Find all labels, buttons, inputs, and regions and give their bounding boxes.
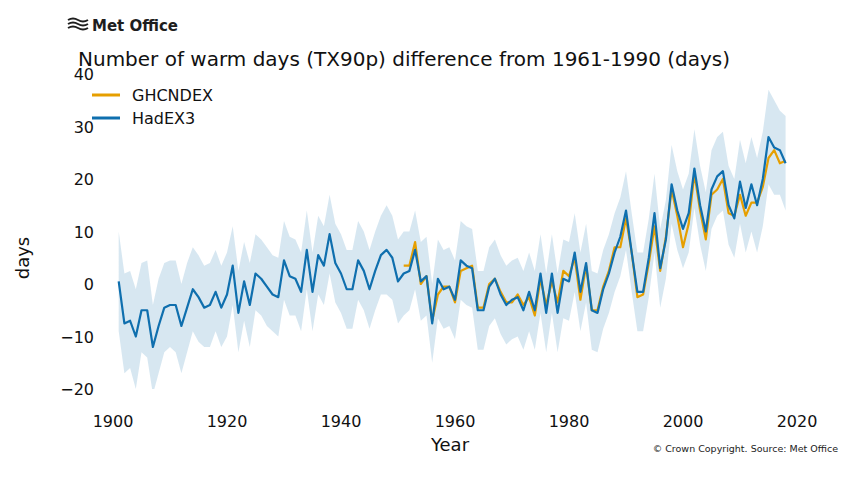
- x-tick-label: 1960: [435, 412, 476, 431]
- y-tick-label: 0: [84, 275, 94, 294]
- x-tick-label: 2000: [663, 412, 704, 431]
- y-tick-label: −20: [60, 380, 94, 399]
- plot-area: [119, 90, 786, 389]
- y-axis-label: days: [12, 237, 33, 280]
- x-tick-label: 1920: [207, 412, 248, 431]
- x-tick-label: 1940: [321, 412, 362, 431]
- y-tick-label: −10: [60, 328, 94, 347]
- x-tick-label: 1900: [93, 412, 134, 431]
- chart: Met Office Number of warm days (TX90p) di…: [0, 0, 852, 482]
- legend-swatch: [92, 94, 120, 97]
- logo-wave: [68, 23, 88, 26]
- series-line: [119, 137, 786, 347]
- logo: Met Office: [68, 17, 178, 35]
- y-tick-label: 20: [74, 170, 94, 189]
- series-line: [404, 150, 786, 321]
- uncertainty-band: [119, 90, 786, 389]
- source-note: © Crown Copyright. Source: Met Office: [653, 443, 838, 454]
- title: Number of warm days (TX90p) difference f…: [78, 47, 730, 71]
- x-axis-label: Year: [430, 434, 470, 455]
- logo-wave: [68, 19, 88, 22]
- y-tick-label: 40: [74, 65, 94, 84]
- y-tick-label: 30: [74, 118, 94, 137]
- x-tick-label: 2020: [777, 412, 818, 431]
- legend: GHCNDEX HadEX3: [92, 86, 213, 128]
- x-tick-label: 1980: [549, 412, 590, 431]
- y-tick-label: 10: [74, 223, 94, 242]
- legend-label: GHCNDEX: [132, 86, 213, 105]
- logo-wave: [68, 27, 88, 30]
- legend-label: HadEX3: [132, 109, 195, 128]
- logo-text: Met Office: [92, 17, 178, 35]
- legend-swatch: [92, 117, 120, 120]
